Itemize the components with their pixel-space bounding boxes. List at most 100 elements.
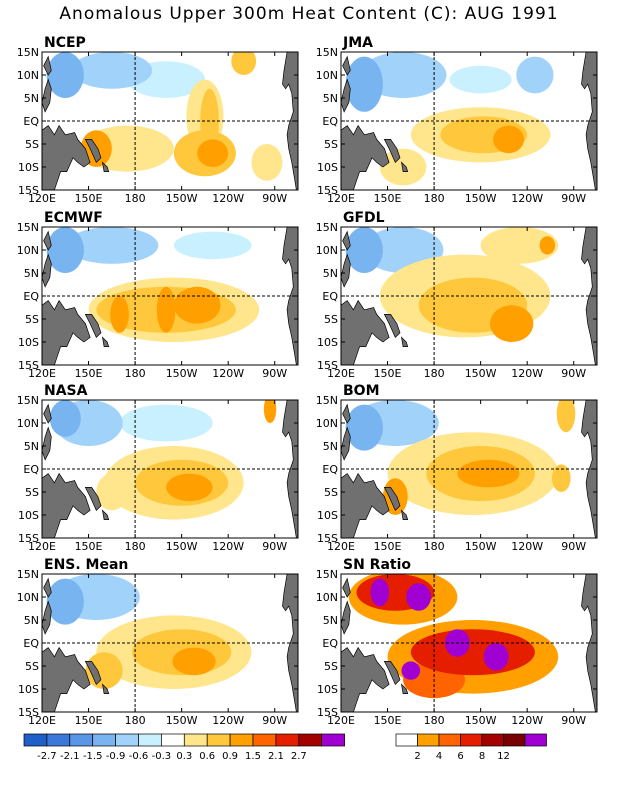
contour-fill bbox=[263, 400, 277, 423]
land-mass bbox=[101, 683, 110, 694]
lon-tick-label: 120W bbox=[212, 192, 244, 205]
panel-label: ECMWF bbox=[44, 210, 103, 226]
lon-tick-label: 150W bbox=[465, 540, 497, 553]
lon-tick-label: 120E bbox=[327, 367, 355, 380]
contour-fill bbox=[173, 286, 221, 324]
land-mass bbox=[282, 52, 298, 190]
contour-fill bbox=[552, 464, 571, 493]
land-mass bbox=[341, 299, 390, 365]
lon-tick-label: 150E bbox=[374, 714, 402, 727]
land-mass bbox=[581, 52, 597, 190]
contour-fill bbox=[449, 65, 512, 94]
contour-fill bbox=[493, 125, 525, 154]
colorbar-label: -2.1 bbox=[60, 751, 80, 762]
land-mass bbox=[42, 472, 91, 538]
lon-tick-label: 120E bbox=[28, 540, 56, 553]
contour-fill bbox=[173, 231, 252, 260]
contour-fill bbox=[119, 404, 213, 442]
lat-tick-label: EQ bbox=[23, 463, 39, 476]
lat-tick-label: EQ bbox=[322, 637, 338, 650]
land-mass bbox=[282, 227, 298, 365]
figure-title: Anomalous Upper 300m Heat Content (C): A… bbox=[59, 4, 559, 24]
lat-tick-label: 15N bbox=[316, 568, 338, 581]
colorbar-swatch bbox=[524, 733, 547, 747]
contour-fill bbox=[156, 286, 176, 333]
lat-tick-label: 5S bbox=[324, 138, 338, 151]
land-mass bbox=[42, 426, 52, 461]
land-mass bbox=[43, 403, 52, 424]
land-mass bbox=[282, 400, 298, 538]
colorbar-swatch bbox=[138, 733, 162, 747]
land-mass bbox=[84, 487, 102, 512]
lat-tick-label: 5N bbox=[323, 614, 338, 627]
land-mass bbox=[383, 139, 401, 164]
land-mass bbox=[400, 683, 409, 694]
land-mass bbox=[400, 161, 409, 172]
land-mass bbox=[84, 139, 102, 164]
contour-fill bbox=[410, 629, 535, 676]
lat-tick-label: 10S bbox=[18, 161, 39, 174]
lat-tick-label: 5S bbox=[25, 660, 39, 673]
colorbar-swatch bbox=[395, 733, 418, 747]
land-mass bbox=[341, 472, 390, 538]
land-mass bbox=[383, 314, 401, 339]
contour-fill bbox=[406, 583, 431, 611]
sn-ratio-colorbar: 2 4 6 8 12 bbox=[395, 733, 547, 762]
lon-tick-label: 120W bbox=[511, 714, 543, 727]
lon-tick-label: 150W bbox=[465, 714, 497, 727]
land-mass bbox=[42, 600, 52, 635]
lon-tick-label: 150E bbox=[75, 540, 103, 553]
lat-tick-label: 5N bbox=[323, 92, 338, 105]
land-mass bbox=[581, 400, 597, 538]
lon-tick-label: 120E bbox=[28, 367, 56, 380]
lat-tick-label: 10N bbox=[17, 417, 39, 430]
lon-tick-label: 150E bbox=[75, 367, 103, 380]
lat-tick-label: 15N bbox=[17, 46, 39, 59]
colorbar-label: 1.5 bbox=[245, 751, 261, 762]
contour-fill bbox=[370, 578, 390, 607]
lon-tick-label: 180 bbox=[125, 192, 146, 205]
contour-fill bbox=[71, 52, 153, 89]
colorbar-swatch bbox=[161, 733, 185, 747]
panel-label: NASA bbox=[44, 383, 88, 399]
lon-tick-label: 120W bbox=[212, 714, 244, 727]
land-mass bbox=[84, 314, 102, 339]
lat-tick-label: 5S bbox=[25, 486, 39, 499]
land-mass bbox=[341, 253, 351, 288]
contour-fill bbox=[480, 227, 559, 264]
lat-tick-label: 15S bbox=[317, 184, 338, 197]
lon-tick-label: 180 bbox=[125, 540, 146, 553]
land-mass bbox=[342, 230, 351, 251]
contour-fill bbox=[556, 400, 576, 433]
contour-fill bbox=[46, 578, 84, 625]
lat-tick-label: 15N bbox=[17, 568, 39, 581]
lon-tick-label: 90W bbox=[262, 192, 287, 205]
lat-tick-label: EQ bbox=[322, 115, 338, 128]
panel-label: BOM bbox=[343, 383, 380, 399]
land-mass bbox=[84, 661, 102, 686]
lon-tick-label: 150W bbox=[166, 714, 198, 727]
land-mass bbox=[400, 509, 409, 520]
colorbar-swatch bbox=[298, 733, 323, 747]
contour-fill bbox=[46, 52, 84, 98]
land-mass bbox=[101, 509, 110, 520]
colorbar-label: 0.3 bbox=[176, 751, 192, 762]
lat-tick-label: EQ bbox=[23, 115, 39, 128]
land-mass bbox=[42, 299, 91, 365]
land-mass bbox=[43, 230, 52, 251]
lat-tick-label: 5S bbox=[324, 486, 338, 499]
colorbar-swatch bbox=[503, 733, 526, 747]
colorbar-label: 6 bbox=[457, 751, 463, 762]
land-mass bbox=[282, 574, 298, 712]
colorbar-swatch bbox=[252, 733, 277, 747]
lon-tick-label: 180 bbox=[125, 367, 146, 380]
colorbar-label: -0.6 bbox=[129, 751, 149, 762]
land-mass bbox=[101, 336, 110, 347]
panel-label: JMA bbox=[342, 35, 373, 51]
lon-tick-label: 90W bbox=[561, 192, 586, 205]
lon-tick-label: 150W bbox=[465, 367, 497, 380]
land-mass bbox=[342, 577, 351, 598]
